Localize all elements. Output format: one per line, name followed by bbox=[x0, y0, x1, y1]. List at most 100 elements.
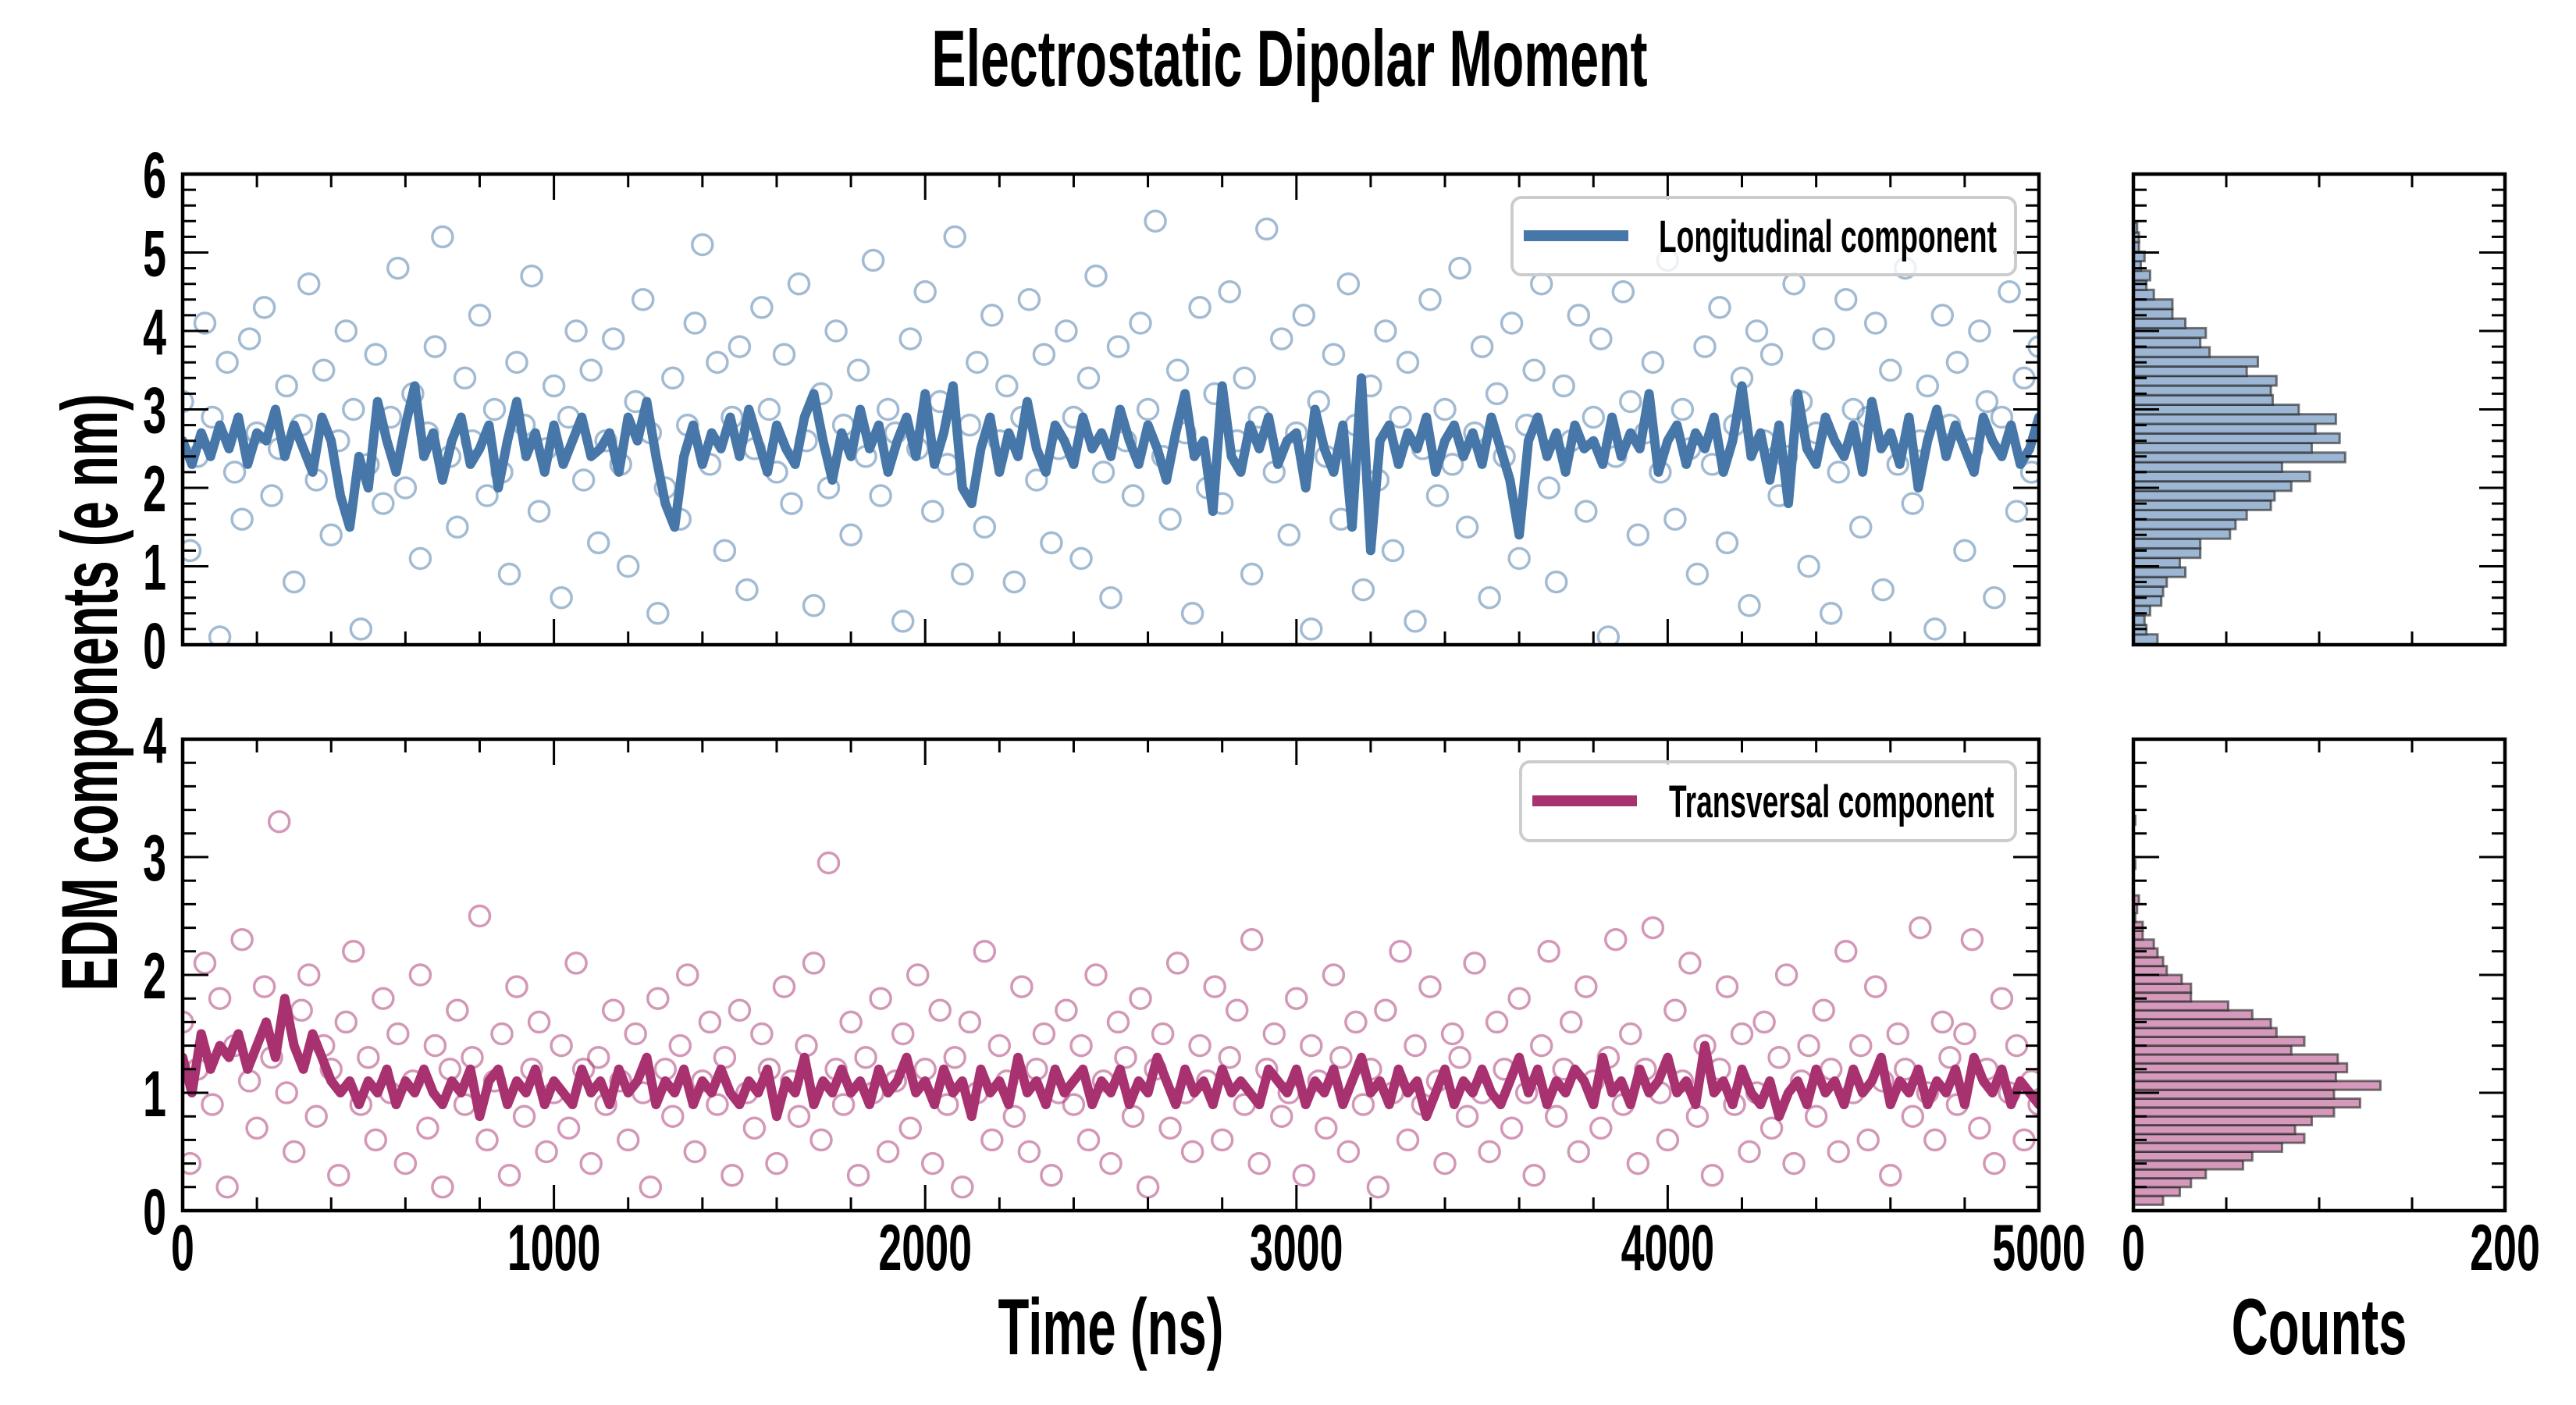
scatter-point bbox=[1218, 280, 1241, 304]
scatter-point bbox=[557, 1116, 581, 1140]
scatter-point bbox=[839, 1010, 863, 1034]
scatter-point bbox=[408, 546, 432, 571]
legend-longitudinal: Longitudinal component bbox=[1510, 196, 2017, 276]
histogram-bar bbox=[2133, 1088, 2336, 1100]
axes-frame bbox=[180, 172, 2041, 647]
scatter-point bbox=[1463, 951, 1486, 975]
histogram-bar bbox=[2133, 1141, 2283, 1153]
scatter-point bbox=[676, 963, 699, 987]
scatter-point bbox=[1619, 389, 1642, 414]
scatter-point bbox=[1025, 468, 1048, 492]
scatter-point bbox=[839, 523, 863, 547]
scatter-point bbox=[1663, 507, 1687, 531]
scatter-point bbox=[1425, 484, 1450, 507]
series-line bbox=[183, 373, 2039, 556]
scatter-point bbox=[1470, 335, 1494, 358]
axes-frame bbox=[180, 737, 2041, 1213]
y-tick-label: 4 bbox=[143, 295, 166, 368]
scatter-point bbox=[1069, 546, 1093, 571]
histogram-bar bbox=[2133, 326, 2208, 340]
scatter-point bbox=[1478, 1140, 1501, 1164]
scatter-point bbox=[1396, 350, 1420, 374]
scatter-point bbox=[1507, 546, 1531, 571]
histogram-bar bbox=[2133, 1044, 2293, 1056]
scatter-point bbox=[1336, 1140, 1361, 1164]
scatter-point bbox=[1975, 389, 1999, 414]
histogram-bar bbox=[2133, 346, 2211, 358]
timeseries-plot-area bbox=[183, 209, 2039, 645]
scatter-point bbox=[1537, 476, 1560, 500]
scatter-point bbox=[1300, 617, 1323, 641]
scatter-point bbox=[1106, 335, 1130, 358]
histogram-bar bbox=[2133, 508, 2248, 521]
scatter-point bbox=[416, 1116, 439, 1140]
y-tick-label: 2 bbox=[143, 452, 166, 525]
scatter-point bbox=[1158, 1116, 1182, 1140]
scatter-point bbox=[1151, 1022, 1175, 1046]
scatter-point bbox=[1968, 1116, 1991, 1140]
histogram-bar bbox=[2133, 1124, 2297, 1136]
scatter-point bbox=[586, 1045, 610, 1069]
scatter-point bbox=[1240, 562, 1264, 586]
scatter-point bbox=[1953, 539, 1976, 563]
histogram-bar bbox=[2133, 1000, 2229, 1012]
histogram-bar bbox=[2133, 1062, 2349, 1074]
scatter-point bbox=[1322, 343, 1346, 366]
scatter-point bbox=[1404, 610, 1427, 633]
scatter-point bbox=[1923, 617, 1947, 641]
scatter-point bbox=[928, 998, 952, 1023]
scatter-point bbox=[1715, 531, 1739, 555]
scatter-point bbox=[267, 809, 291, 834]
histogram-bar bbox=[2133, 1071, 2337, 1083]
scatter-point bbox=[372, 492, 395, 515]
scatter-point bbox=[512, 1104, 536, 1128]
histogram-bar bbox=[2133, 566, 2187, 578]
scatter-point bbox=[349, 617, 373, 641]
histogram-bar bbox=[2133, 920, 2144, 932]
axes-frame bbox=[2131, 172, 2507, 647]
scatter-point bbox=[1448, 1045, 1471, 1069]
y-axis-label: EDM components (e nm) bbox=[45, 393, 134, 991]
scatter-point bbox=[1663, 998, 1687, 1023]
scatter-point bbox=[1611, 280, 1635, 304]
scatter-point bbox=[1886, 1022, 1910, 1046]
scatter-point bbox=[245, 1116, 269, 1140]
scatter-point bbox=[505, 975, 528, 998]
scatter-point bbox=[920, 1151, 945, 1176]
scatter-point bbox=[1544, 1104, 1568, 1128]
scatter-point bbox=[898, 1116, 922, 1140]
scatter-point bbox=[1270, 1104, 1293, 1128]
scatter-point bbox=[973, 515, 997, 539]
scatter-point bbox=[1567, 304, 1591, 327]
scatter-point bbox=[1953, 1022, 1976, 1046]
scatter-point bbox=[713, 539, 737, 563]
scatter-point bbox=[1774, 963, 1799, 987]
scatter-point bbox=[1322, 963, 1346, 987]
scatter-point bbox=[1233, 366, 1256, 390]
scatter-point bbox=[1389, 940, 1412, 963]
scatter-point bbox=[1270, 327, 1293, 350]
timeseries-plot-area bbox=[183, 809, 2039, 1199]
scatter-point bbox=[772, 343, 796, 366]
scatter-point bbox=[1879, 358, 1902, 382]
scatter-point bbox=[1834, 940, 1858, 963]
scatter-point bbox=[750, 1022, 774, 1046]
scatter-point bbox=[1121, 484, 1145, 507]
y-tick-label: 1 bbox=[143, 1057, 166, 1130]
histogram-bar bbox=[2133, 489, 2276, 502]
scatter-point bbox=[958, 1010, 982, 1034]
scatter-point bbox=[1374, 998, 1397, 1023]
scatter-point bbox=[1960, 927, 1984, 951]
scatter-point bbox=[1099, 585, 1123, 610]
scatter-point bbox=[1544, 570, 1568, 594]
scatter-point bbox=[304, 1104, 328, 1128]
scatter-point bbox=[1188, 296, 1212, 319]
histogram-bar bbox=[2133, 1133, 2306, 1144]
scatter-point bbox=[527, 1010, 551, 1034]
scatter-point bbox=[446, 998, 469, 1023]
histogram-bar bbox=[2133, 955, 2165, 968]
scatter-point bbox=[1300, 1033, 1323, 1058]
x-tick-label: 5000 bbox=[1992, 1211, 2086, 1284]
scatter-point bbox=[706, 1093, 729, 1116]
